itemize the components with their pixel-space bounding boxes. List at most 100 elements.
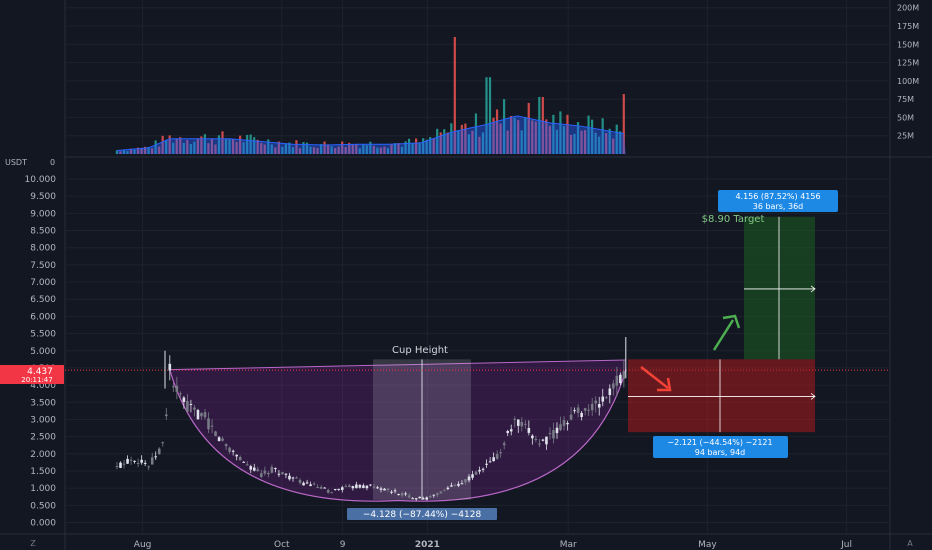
candle-body (495, 453, 499, 459)
volume-bar (439, 132, 442, 154)
volume-pane (115, 36, 626, 154)
candle-body (189, 404, 193, 406)
candle-body (355, 484, 358, 489)
volume-bar (566, 114, 569, 154)
long-position-info (718, 190, 838, 212)
volume-bar (545, 119, 548, 154)
currency-suffix: 0 (50, 158, 55, 167)
volume-bar (291, 147, 294, 154)
volume-bar (330, 146, 333, 154)
candle-body (161, 442, 165, 444)
volume-bar (281, 146, 284, 154)
volume-bar (573, 133, 576, 154)
volume-bar (541, 96, 544, 154)
cup-height-label: Cup Height (392, 345, 448, 356)
volume-bar (235, 141, 238, 154)
volume-bar (365, 145, 368, 154)
candle-body (126, 458, 129, 464)
volume-bar (253, 137, 256, 154)
candle-body (538, 443, 541, 445)
candle-body (238, 457, 242, 461)
volume-bar (372, 145, 375, 154)
volume-bar (323, 141, 326, 154)
volume-bar (348, 142, 351, 154)
volume-bar (228, 138, 231, 154)
volume-bar (249, 134, 252, 154)
candle-body (122, 463, 126, 465)
volume-bar (140, 148, 143, 154)
volume-bar (362, 144, 365, 154)
candle-body (319, 486, 323, 489)
time-tick-label: Jul (840, 540, 852, 550)
volume-bar (267, 139, 270, 154)
volume-bar (517, 120, 520, 154)
volume-bar (453, 36, 456, 154)
volume-bar (485, 77, 488, 154)
volume-tick-label: 175M (897, 22, 919, 31)
candle-body (601, 396, 605, 402)
price-tick-label: 6.500 (30, 295, 56, 305)
price-tick-label: 1.500 (30, 467, 56, 477)
volume-bar (355, 143, 358, 154)
volume-bar (510, 116, 513, 154)
volume-bar (422, 138, 425, 154)
volume-bar (154, 140, 157, 154)
candle-body (562, 420, 566, 426)
volume-bar (443, 129, 446, 154)
candle-body (203, 412, 207, 418)
candle-body (115, 466, 119, 468)
candle-body (252, 467, 256, 471)
volume-bar (270, 144, 273, 154)
candle-body (154, 456, 158, 458)
cup-rim-line (169, 359, 626, 371)
volume-bar (288, 142, 291, 154)
candle-body (168, 363, 172, 371)
volume-bar (397, 143, 400, 154)
candle-body (580, 412, 583, 418)
candle-body (196, 410, 200, 420)
candle-body (492, 457, 495, 462)
volume-bar (418, 142, 421, 154)
candle-body (615, 375, 619, 386)
volume-bar (231, 138, 235, 154)
volume-bar (488, 77, 492, 154)
volume-bar (407, 138, 411, 154)
candle-body (450, 485, 453, 487)
candle-body (499, 452, 502, 454)
currency-label[interactable]: USDT (5, 158, 27, 167)
candle-body (464, 479, 467, 483)
candle-body (446, 487, 450, 490)
candle-body (548, 433, 552, 435)
risk-zone (628, 359, 815, 433)
volume-tick-label: 25M (897, 132, 914, 141)
candle-body (245, 464, 249, 466)
candle-body (270, 466, 274, 473)
candle-body (608, 388, 612, 396)
price-tick-label: 5.000 (30, 347, 56, 357)
price-tick-label: 5.500 (30, 330, 56, 340)
candle-body (414, 498, 418, 500)
volume-bar (450, 123, 453, 154)
candle-body (587, 409, 590, 411)
candle-body (302, 482, 305, 486)
candle-body (281, 472, 284, 475)
candle-body (119, 462, 122, 468)
volume-bar (143, 146, 147, 154)
volume-bar (126, 151, 129, 154)
candle-body (481, 468, 485, 470)
candle-body (390, 491, 393, 493)
volume-bar (499, 123, 502, 154)
candle-body (235, 454, 238, 457)
candle-body (284, 473, 288, 475)
auto-scale-button[interactable]: A (907, 539, 913, 548)
volume-bar (172, 142, 175, 154)
volume-bar (189, 143, 192, 154)
candle-body (136, 462, 140, 464)
volume-bar (221, 131, 224, 154)
candle-body (179, 393, 182, 395)
volume-bar (481, 132, 485, 154)
volume-bar (246, 134, 249, 154)
price-tick-label: 0.500 (30, 501, 56, 511)
zoom-button[interactable]: Z (30, 539, 36, 548)
